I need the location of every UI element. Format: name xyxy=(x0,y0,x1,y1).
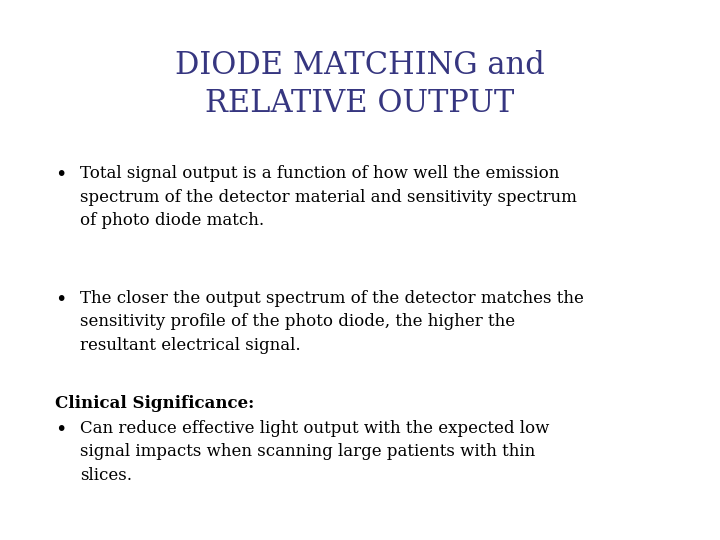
Text: •: • xyxy=(55,165,66,184)
Text: Total signal output is a function of how well the emission
spectrum of the detec: Total signal output is a function of how… xyxy=(80,165,577,229)
Text: •: • xyxy=(55,420,66,439)
Text: DIODE MATCHING and
RELATIVE OUTPUT: DIODE MATCHING and RELATIVE OUTPUT xyxy=(175,50,545,119)
Text: Clinical Significance:: Clinical Significance: xyxy=(55,395,254,412)
Text: Can reduce effective light output with the expected low
signal impacts when scan: Can reduce effective light output with t… xyxy=(80,420,549,484)
Text: •: • xyxy=(55,290,66,309)
Text: The closer the output spectrum of the detector matches the
sensitivity profile o: The closer the output spectrum of the de… xyxy=(80,290,584,354)
